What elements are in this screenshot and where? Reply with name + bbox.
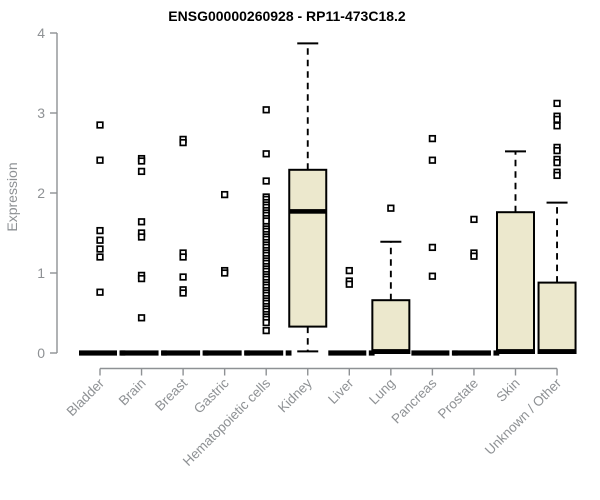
box-group-bladder	[79, 121, 126, 356]
x-category-label: Brain	[116, 376, 149, 409]
box-group-brain	[120, 154, 167, 356]
box-group-breast	[162, 135, 209, 356]
collapsed-box-bar	[411, 350, 450, 356]
outlier-point	[387, 204, 395, 212]
outlier-point	[262, 177, 270, 185]
box-group-pancreas	[411, 134, 458, 356]
collapsed-box-bar	[203, 350, 242, 356]
median-line	[538, 349, 576, 354]
box	[496, 211, 535, 354]
x-category-label: Bladder	[64, 375, 108, 419]
outlier-point	[428, 134, 437, 143]
x-category-label: Liver	[325, 375, 357, 407]
outlier-point	[221, 269, 229, 277]
median-line	[497, 349, 534, 354]
outlier-point	[262, 326, 270, 335]
collapsed-box-bar	[452, 350, 491, 356]
outlier-point	[137, 233, 146, 241]
y-tick-label: 1	[37, 265, 45, 281]
outlier-point	[262, 106, 270, 114]
median-line	[372, 349, 410, 354]
x-category-label: Skin	[493, 376, 522, 405]
outlier-point	[470, 215, 478, 224]
box-group-skin	[496, 150, 535, 354]
outlier-point	[553, 146, 561, 155]
outlier-point	[553, 158, 561, 167]
outlier-point	[428, 272, 437, 280]
outlier-point	[96, 288, 104, 296]
outlier-point	[345, 266, 353, 275]
collapsed-box-bar	[79, 350, 117, 356]
collapsed-box-bar	[162, 350, 201, 356]
y-tick-label: 0	[37, 345, 45, 361]
x-category-label: Unknown / Other	[482, 375, 565, 458]
box	[371, 299, 411, 355]
y-axis-title: Expression	[4, 162, 20, 231]
outlier-point	[262, 318, 270, 327]
outlier-point	[553, 115, 561, 124]
box-group-liver	[328, 266, 375, 356]
box	[288, 168, 328, 328]
outlier-point	[96, 236, 104, 244]
box-group-unknown-other	[537, 99, 577, 355]
box-group-hematopoietic-cells	[245, 106, 292, 356]
x-category-label: Pancreas	[389, 375, 440, 426]
outlier-point	[179, 138, 187, 147]
collapsed-box-bar	[120, 350, 159, 356]
box-group-kidney	[288, 42, 328, 353]
chart-title: ENSG00000260928 - RP11-473C18.2	[168, 8, 406, 24]
x-category-label: Lung	[366, 376, 398, 408]
outlier-point	[137, 314, 146, 322]
outlier-point	[428, 243, 437, 252]
median-line	[289, 209, 327, 214]
collapsed-box-bar	[328, 350, 367, 356]
outlier-point	[179, 273, 187, 281]
collapsed-box-bar-end	[285, 350, 292, 356]
box-group-prostate	[452, 215, 500, 356]
y-tick-label: 2	[37, 185, 45, 201]
box-group-lung	[371, 204, 411, 355]
outlier-point	[96, 226, 104, 235]
outlier-point	[137, 274, 146, 283]
outlier-point	[137, 157, 146, 165]
x-category-label: Prostate	[435, 376, 481, 422]
outlier-point	[179, 289, 187, 297]
x-category-label: Breast	[152, 375, 190, 413]
box-group-gastric	[203, 190, 250, 356]
outlier-point	[553, 99, 561, 108]
outlier-point	[345, 280, 353, 288]
outlier-point	[262, 150, 270, 158]
outlier-point	[96, 253, 104, 261]
outlier-point	[470, 252, 478, 260]
collapsed-box-bar	[245, 350, 284, 356]
outlier-point	[428, 156, 437, 164]
outlier-point	[96, 156, 104, 164]
outlier-point	[179, 253, 187, 261]
outlier-point	[137, 167, 146, 176]
outlier-point	[553, 122, 561, 130]
y-tick-label: 3	[37, 105, 45, 121]
outlier-point	[96, 245, 104, 253]
x-category-label: Gastric	[191, 375, 232, 416]
outlier-point	[137, 218, 146, 226]
outlier-point	[221, 190, 229, 199]
outlier-point	[553, 171, 561, 180]
outlier-point	[96, 121, 104, 129]
x-category-label: Kidney	[275, 375, 315, 415]
y-tick-label: 4	[37, 25, 45, 41]
box	[537, 281, 577, 355]
